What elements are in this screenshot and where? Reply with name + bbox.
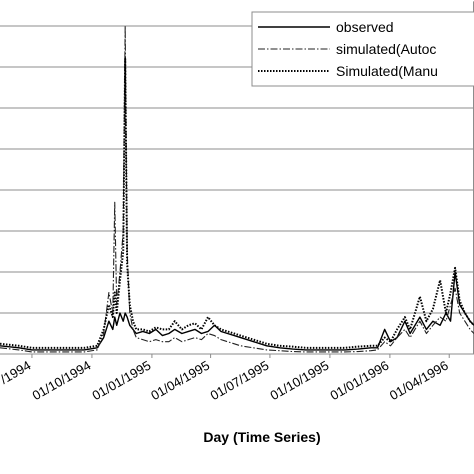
x-tick-label: 01/01/1996: [328, 358, 392, 404]
series-line: [0, 25, 474, 353]
x-tick-label: 01/07/1995: [208, 358, 272, 404]
legend: observed simulated(Autoc Simulated(Manu: [251, 11, 474, 87]
legend-label: simulated(Autoc: [336, 41, 436, 57]
legend-label: observed: [336, 19, 394, 35]
x-tick-label: 01/04/1995: [148, 358, 212, 404]
x-tick-label: 01/04/1996: [387, 358, 451, 404]
x-tick-label: 01/10/1994: [30, 358, 94, 404]
x-tick-label: 01/10/1995: [268, 358, 332, 404]
x-tick-label: 01/01/1995: [90, 358, 154, 404]
series-line: [0, 271, 474, 351]
x-tick-label: /1994: [0, 358, 33, 387]
legend-box: [251, 11, 474, 87]
x-axis-title: Day (Time Series): [203, 429, 320, 445]
legend-label: Simulated(Manu: [336, 63, 438, 79]
series-line: [0, 57, 474, 349]
